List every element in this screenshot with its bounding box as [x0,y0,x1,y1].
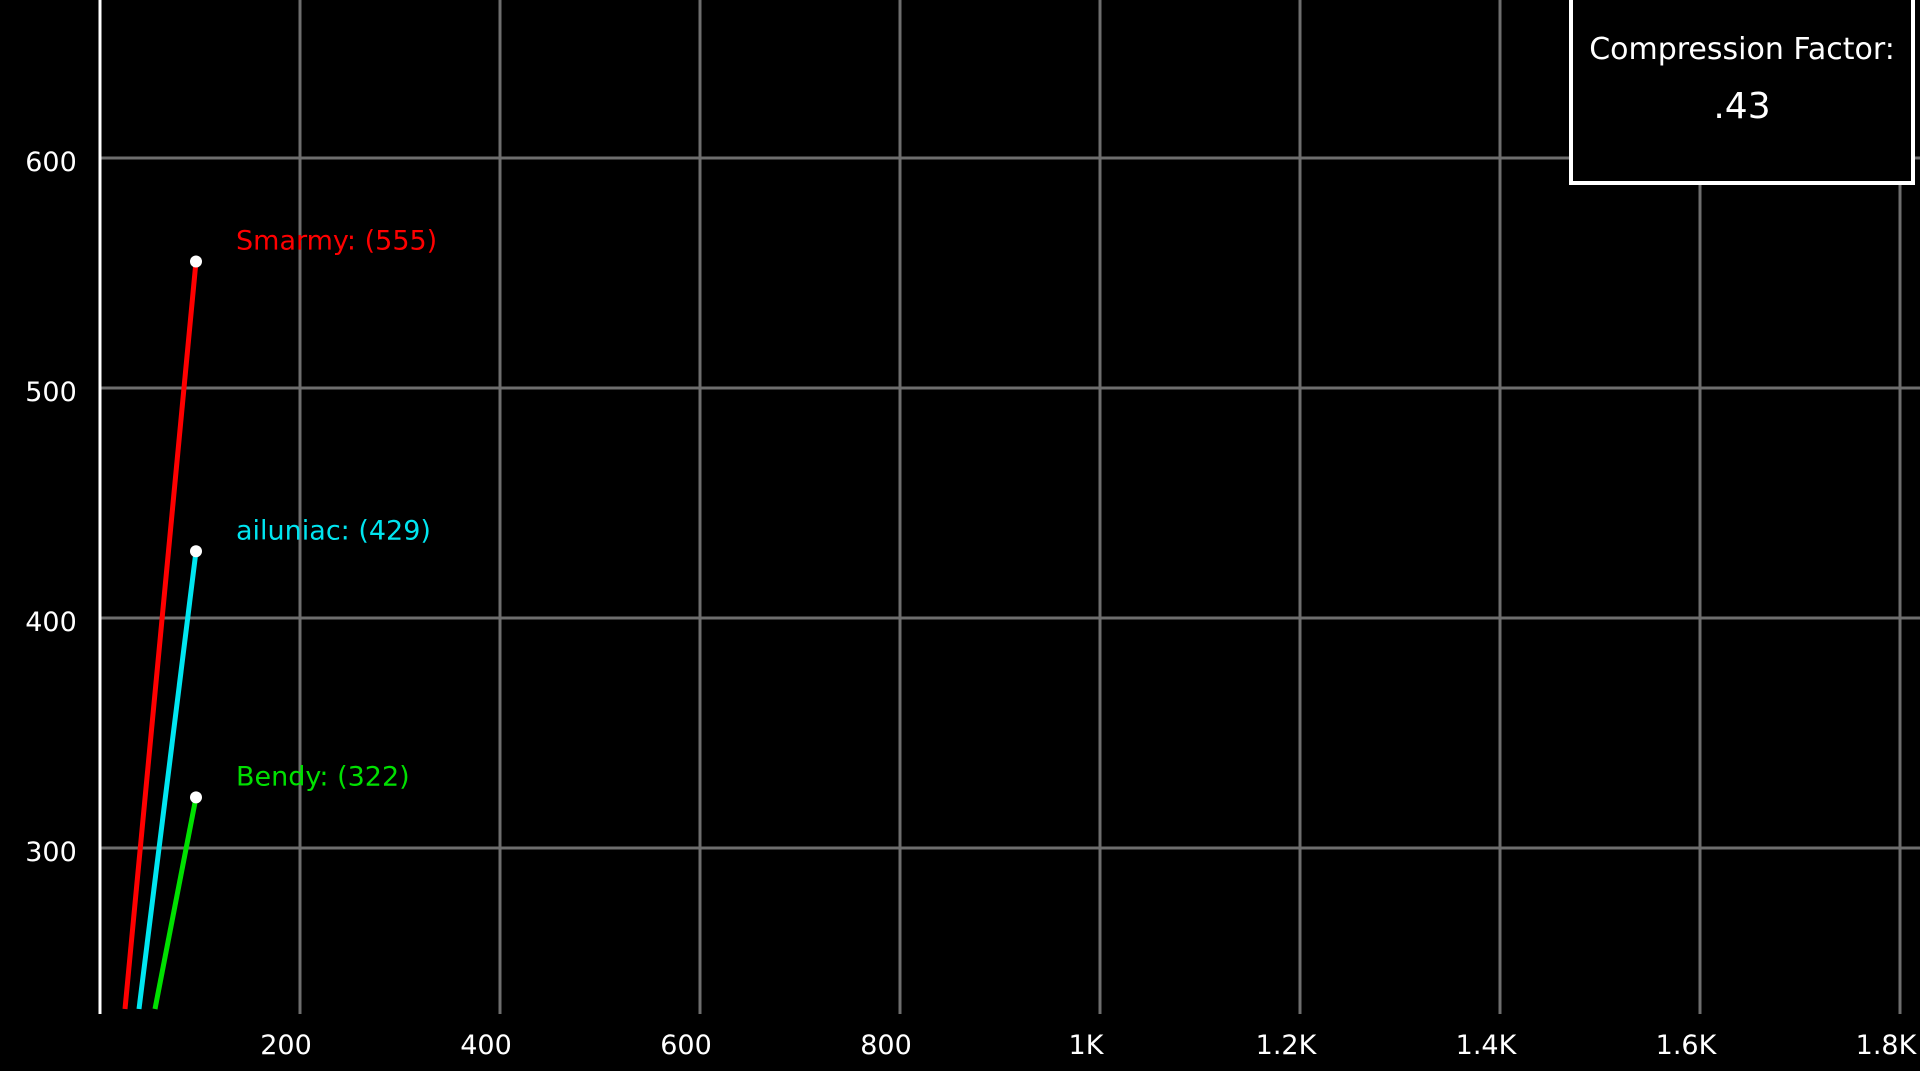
series-endpoint-smarmy [190,255,202,268]
series-line-ailuniac [136,550,199,1010]
x-tick-label: 1K [1069,1030,1105,1061]
series-endpoint-bendy [190,791,202,804]
x-tick-label: 1.6K [1656,1030,1718,1061]
x-tick-label: 200 [260,1030,312,1061]
y-tick-label: 300 [25,837,77,868]
y-tick-label: 600 [25,147,77,178]
compression-factor-value: .43 [1713,86,1771,127]
y-tick-label: 500 [25,377,77,408]
compression-factor-box: Compression Factor: .43 [1569,0,1915,185]
x-tick-label: 1.2K [1256,1030,1318,1061]
x-tick-label: 600 [660,1030,712,1061]
x-tick-label: 400 [460,1030,512,1061]
series-label-smarmy: Smarmy: (555) [236,226,437,257]
compression-factor-title: Compression Factor: [1589,32,1895,67]
x-tick-label: 1.4K [1456,1030,1518,1061]
x-tick-label: 1.8K [1856,1030,1918,1061]
series-endpoint-ailuniac [190,545,202,558]
x-tick-label: 800 [860,1030,912,1061]
series-line-smarmy [122,261,199,1010]
y-tick-label: 400 [25,607,77,638]
series-line-bendy [152,796,199,1010]
series-label-bendy: Bendy: (322) [236,761,410,792]
series-label-ailuniac: ailuniac: (429) [236,515,431,546]
